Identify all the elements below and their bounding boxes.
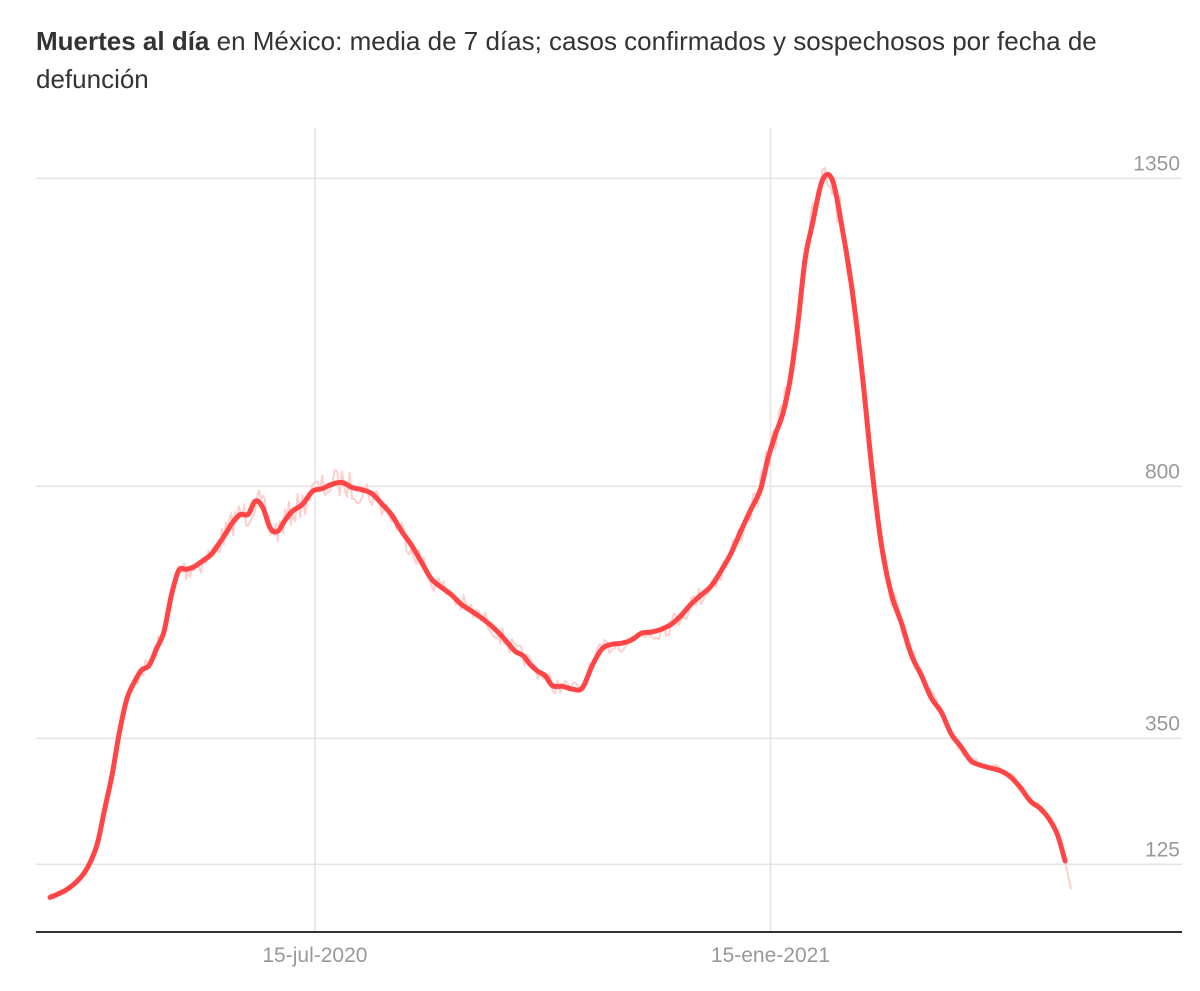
y-gridlines [36, 177, 1182, 866]
y-tick-label-350: 350 [1145, 712, 1180, 735]
chart-title-rest: en México: media de 7 días; casos confir… [36, 26, 1097, 94]
chart-title-bold: Muertes al día [36, 26, 210, 56]
x-tick-label-0: 15-jul-2020 [262, 944, 367, 967]
x-gridlines [314, 128, 772, 932]
y-tick-label-125: 125 [1145, 838, 1180, 861]
y-tick-label-1350: 1350 [1133, 152, 1180, 175]
chart-title: Muertes al día en México: media de 7 día… [36, 22, 1166, 98]
y-tick-label-800: 800 [1145, 460, 1180, 483]
average-series [47, 171, 1068, 900]
x-tick-label-1: 15-ene-2021 [711, 944, 830, 967]
x-tick-labels: 15-jul-2020 15-ene-2021 [262, 944, 830, 967]
average-line [47, 171, 1068, 900]
y-tick-labels: 125 350 800 1350 [1133, 152, 1180, 861]
daily-series [49, 166, 1073, 901]
daily-line [49, 166, 1073, 901]
